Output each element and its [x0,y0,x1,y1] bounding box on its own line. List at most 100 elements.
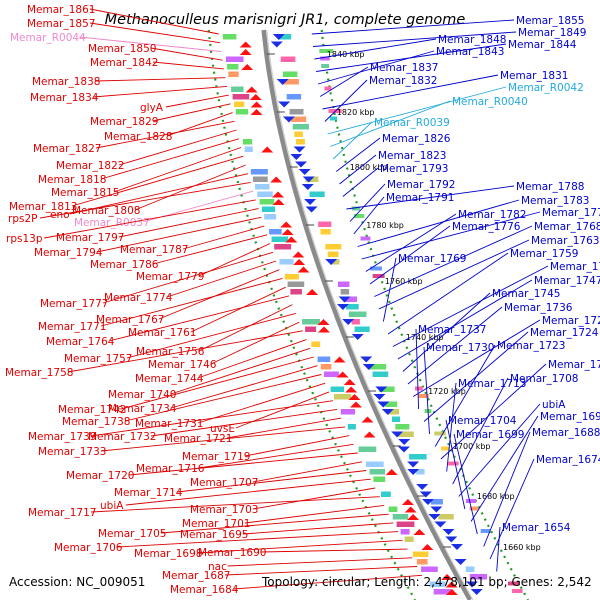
left-gene-labels: Memar_1861 Memar_1857 Memar_R0044Memar_185… [5,4,423,596]
gene-label-right: Memar_1823 [378,150,446,162]
gene-label-left: Memar_1827 [33,143,101,155]
scale-tick-label: 1700 kbp [453,442,491,451]
gene-label-right: Memar_1759 [510,248,578,260]
topology-summary: Topology: circular; Length: 2,478,101 bp… [261,575,592,589]
gene-label-left: Memar_1834 [30,92,99,104]
gene-label-right: Memar_1769 [398,253,466,265]
gene-label-left: Memar_1740 [108,389,176,401]
gene-label-right: Memar_1688 [532,427,600,439]
gene-label-left: Memar_1742 [58,404,126,416]
gene-label-left: Memar_1717 [28,507,96,519]
gene-label-right: ubiA [542,399,566,411]
scale-tick-label: 1820 kbp [337,108,375,117]
gene-label-right: Memar_1848 [438,34,506,46]
gene-label-left: Memar_1808 [72,205,140,217]
gene-label-left: Memar_1756 [136,346,205,358]
gene-label-left: Memar_1698 [134,548,202,560]
gene-label-left: Memar_1822 [56,160,124,172]
gene-label-right: Memar_1791 [386,192,454,204]
gene-label-right: Memar_1849 [518,27,586,39]
scale-ticks: 1840 kbp 1820 kbp 1800 kbp 1780 kbp 1760 kbp… [266,50,541,552]
gene-label-right: Memar_1776 [452,221,521,233]
gene-label-right: Memar_1730 [426,342,494,354]
gene-label-right: Memar_1713 [458,378,526,390]
gene-label-left: Memar_1818 [38,174,106,186]
gene-label-right: Memar_1775 [542,207,600,219]
gene-label-right: Memar_1783 [521,195,589,207]
gene-label-right: Memar_R0040 [452,96,528,108]
gene-label-left: Memar_R0044 [10,32,86,44]
gene-label-left: Memar_1794 [34,247,103,259]
gene-label-right: Memar_1855 [516,15,584,27]
gene-label-right: Memar_1737 [418,324,486,336]
gene-label-left: Memar_1787 [120,244,188,256]
gene-label-right: Memar_1747 [534,275,600,287]
gene-label-left: Memar_1829 [90,116,158,128]
scale-tick-label: 1720 kbp [428,387,466,396]
gene-label-left: Memar_1746 [148,359,217,371]
gene-label-right: Memar_1793 [380,163,448,175]
gene-label-right: Memar_1832 [369,75,437,87]
gene-label-left: Memar_1744 [135,373,204,385]
gene-label-right: Memar_1699 [456,429,524,441]
gene-label-right: Memar_1751 [550,261,600,273]
gene-label-left: Memar_1774 [104,292,173,304]
gene-label-right: Memar_1654 [502,522,571,534]
gene-label-left: Memar_1705 [98,528,166,540]
map-title: Methanoculleus marisnigri JR1, complete … [105,12,466,28]
gene-label-right: Memar_1696 [540,411,600,423]
gene-label-left: Memar_1850 [88,43,156,55]
gene-label-left: rps13p [6,233,43,245]
gene-label-left: Memar_1733 [38,446,106,458]
gene-label-left: Memar_1815 [51,187,119,199]
gene-label-right: Memar_1837 [370,62,438,74]
gene-label-right: Memar_1724 [530,327,599,339]
gene-label-left: rps2P [8,213,37,225]
scale-tick-label: 1780 kbp [366,221,404,230]
scale-tick-label: 1680 kbp [477,492,515,501]
gene-label-right: Memar_1792 [387,179,455,191]
gene-label-left: Memar_1695 [180,529,248,541]
gene-label-left: Memar_1732 [88,431,156,443]
gene-label-right: Memar_1745 [492,288,560,300]
gene-label-left: uvsE [210,423,235,435]
gene-label-left: Memar_1720 [66,470,134,482]
gene-label-left: Memar_1690 [198,547,266,559]
gene-label-right: Memar_1844 [508,39,577,51]
gene-label-right: Memar_R0039 [374,117,450,129]
gene-label-left: Memar_1813 [9,201,77,213]
gene-label-right: Memar_1723 [497,340,565,352]
gene-label-left: Memar_1779 [136,271,204,283]
gene-label-left: Memar_1757 [64,353,132,365]
scale-tick-label: 1840 kbp [327,50,365,59]
gene-label-right: Memar_1768 [534,221,600,233]
gene-label-left: Memar_1687 [162,570,230,582]
accession-text: Accession: NC_009051 [9,575,145,589]
gene-label-right: Memar_1831 [500,70,568,82]
gene-label-left: Memar_1777 [40,298,108,310]
gene-label-left: Memar_1707 [190,477,258,489]
gene-label-left: Memar_1828 [104,131,172,143]
gene-label-left: Memar_1842 [90,57,158,69]
gene-label-right: Memar_1843 [436,46,504,58]
gene-label-left: Memar_1719 [182,451,250,463]
gene-label-left: Memar_1861 [27,4,95,16]
gene-label-left: glyA [140,102,164,114]
gene-label-left: Memar_1684 [170,584,239,596]
gene-label-right: Memar_1826 [382,133,451,145]
genome-track [207,29,529,600]
gene-label-right: Memar_1782 [458,209,526,221]
gene-label-right: Memar_1674 [536,454,600,466]
gene-label-left: Memar_1703 [190,504,258,516]
gene-label-right: Memar_R0042 [508,82,584,94]
gene-label-left: Memar_1739 [28,431,96,443]
scale-tick-label: 1660 kbp [503,543,541,552]
scale-tick-label: 1760 kbp [385,277,423,286]
gene-label-left: Memar_1721 [164,433,232,445]
gene-label-left: Memar_1771 [38,321,106,333]
gene-label-right: Memar_1788 [516,181,584,193]
gene-label-left: Memar_1716 [136,463,205,475]
gene-label-right: Memar_1710 [548,359,600,371]
gene-label-left: Memar_1734 [108,403,177,415]
